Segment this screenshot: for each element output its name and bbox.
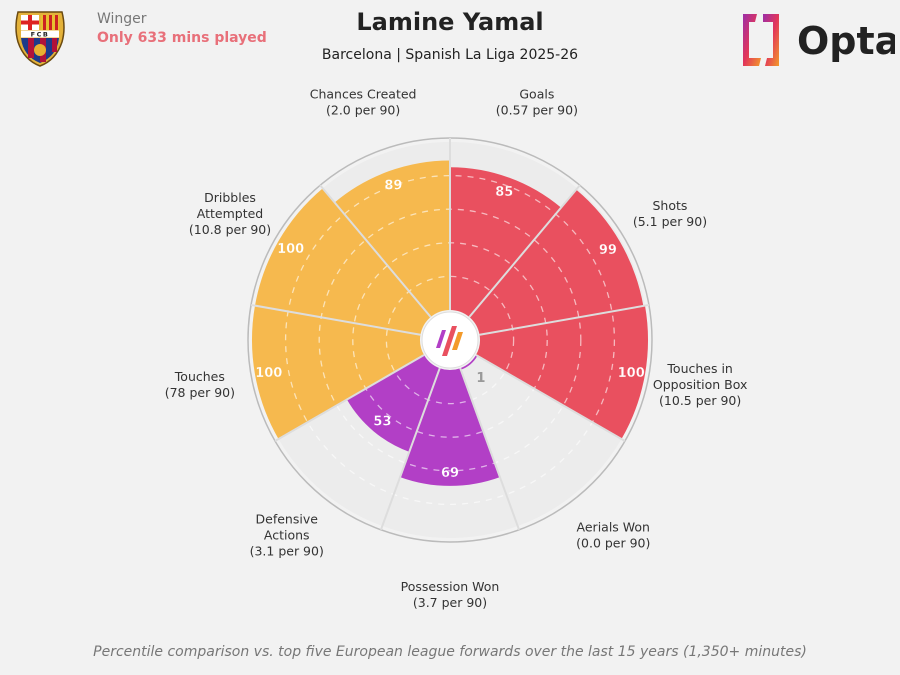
category-label: Touches in — [666, 361, 732, 376]
category-label: (2.0 per 90) — [326, 102, 400, 117]
category-label: Dribbles — [204, 190, 256, 205]
category-label: Aerials Won — [577, 520, 650, 535]
slice-divider — [479, 303, 650, 336]
category-label: Goals — [519, 86, 554, 101]
category-label: Defensive — [256, 512, 319, 527]
category-label: (5.1 per 90) — [633, 214, 707, 229]
category-label: Possession Won — [401, 579, 500, 594]
slice-bar — [469, 189, 644, 335]
slice-bar — [255, 188, 431, 335]
player-position: Winger — [97, 11, 147, 27]
slice-divider — [468, 184, 581, 318]
slice-bar — [400, 368, 500, 486]
slice-bar — [450, 167, 562, 318]
minutes-note: Only 633 mins played — [97, 30, 267, 46]
slice-background — [460, 355, 622, 527]
category-label: (10.5 per 90) — [659, 393, 741, 408]
category-label: (0.57 per 90) — [496, 102, 578, 117]
value-label: 1 — [476, 371, 485, 386]
slice-divider — [459, 367, 521, 531]
category-label: Actions — [264, 528, 310, 543]
value-label: 53 — [373, 414, 391, 429]
opta-logo: Opta — [743, 14, 895, 66]
slice-bar — [460, 355, 478, 370]
barcelona-crest: FCB — [15, 11, 65, 67]
slice-bar — [334, 160, 450, 318]
slice-divider — [475, 354, 626, 442]
center-logo-icon — [436, 330, 446, 348]
crest-text: FCB — [31, 31, 50, 39]
category-label: (3.7 per 90) — [413, 595, 487, 610]
slice-bar — [252, 305, 425, 439]
category-label: Attempted — [197, 206, 263, 221]
category-label: (78 per 90) — [165, 385, 235, 400]
value-label: 99 — [599, 243, 617, 258]
slice-divider — [274, 354, 425, 442]
center-logo-icon — [452, 332, 463, 350]
category-label: Touches — [174, 369, 225, 384]
value-label: 85 — [495, 185, 513, 200]
slice-divider — [319, 184, 432, 318]
slice-bar — [346, 355, 440, 452]
footnote: Percentile comparison vs. top five Europ… — [93, 644, 807, 660]
slice-divider — [250, 303, 421, 336]
value-label: 100 — [277, 242, 304, 257]
value-label: 100 — [618, 366, 645, 381]
grid-ring — [385, 275, 515, 405]
category-label: (0.0 per 90) — [576, 536, 650, 551]
category-label: Opposition Box — [653, 377, 748, 392]
category-label: Shots — [653, 198, 688, 213]
page-subtitle: Barcelona | Spanish La Liga 2025-26 — [321, 47, 579, 63]
value-label: 100 — [255, 366, 282, 381]
slice-bar — [475, 305, 649, 439]
center-logo-icon — [442, 326, 457, 356]
grid-ring — [284, 174, 616, 506]
opta-logo-text: Opta — [797, 19, 895, 63]
value-label: 69 — [441, 466, 459, 481]
category-label: Chances Created — [310, 86, 417, 101]
category-label: (3.1 per 90) — [250, 544, 324, 559]
category-label: (10.8 per 90) — [189, 222, 271, 237]
value-label: 89 — [384, 178, 402, 193]
slice-divider — [379, 367, 441, 531]
page-title: Lamine Yamal — [356, 8, 544, 36]
